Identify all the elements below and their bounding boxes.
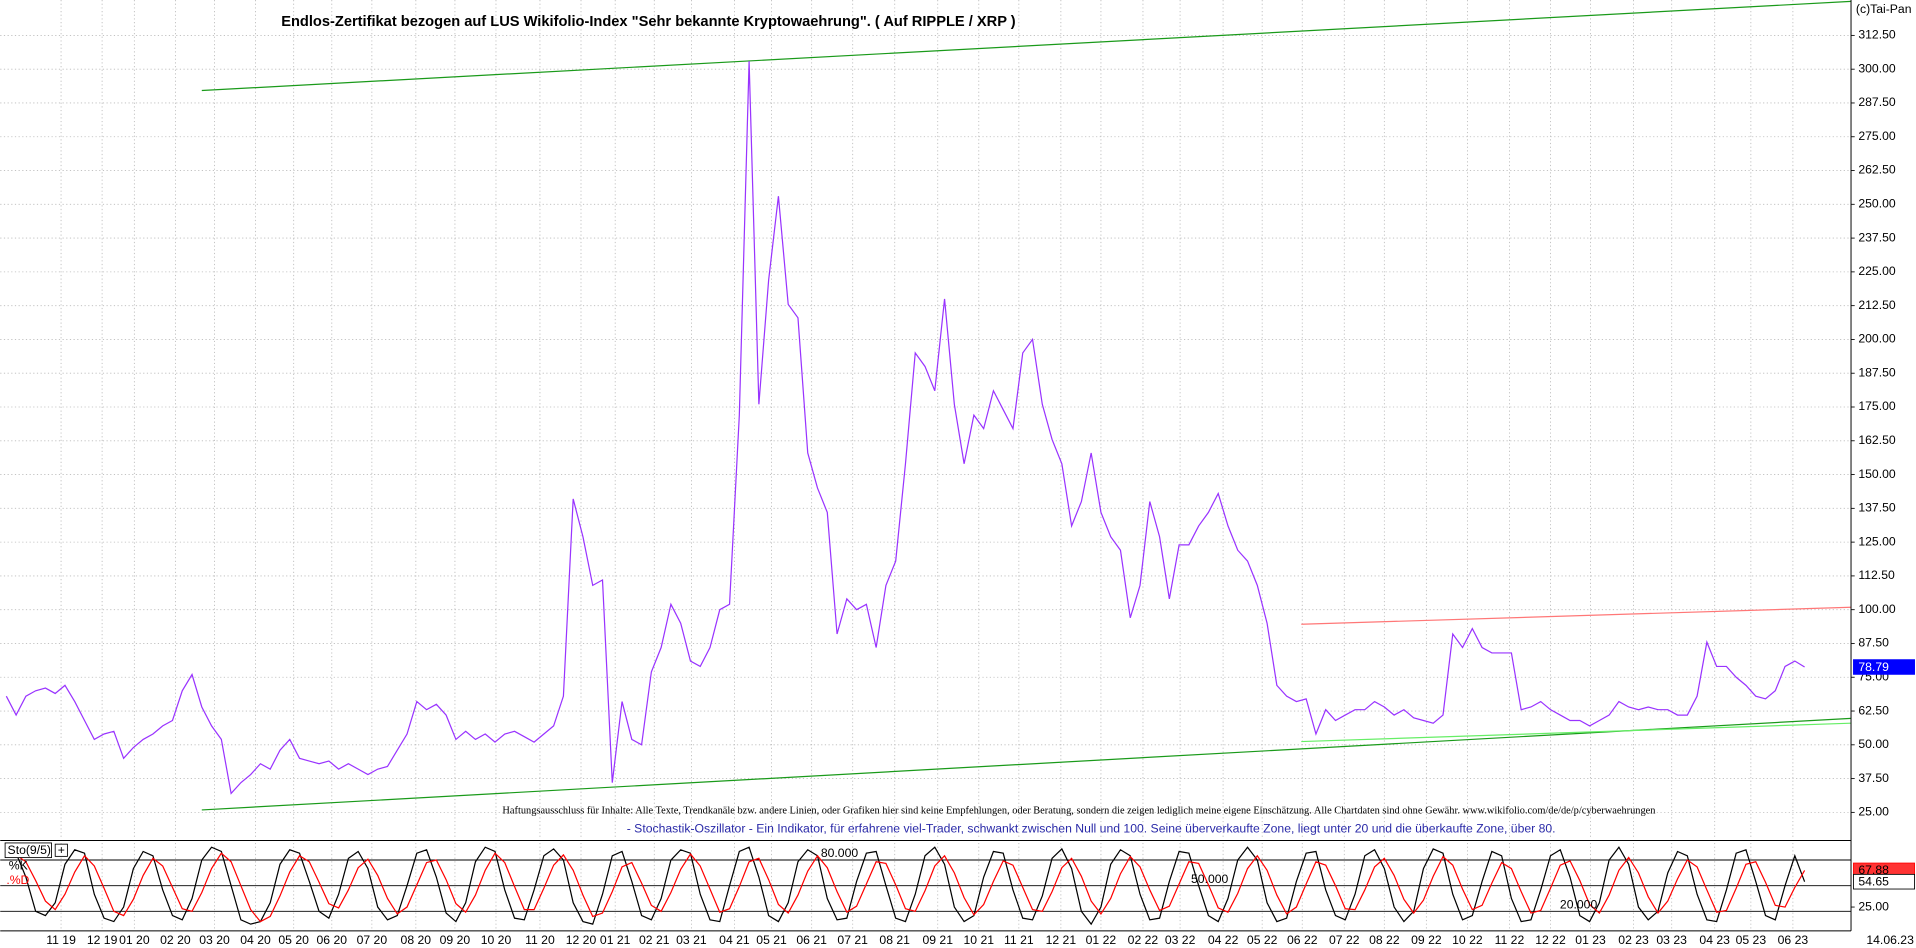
y-tick-label: 37.50: [1858, 771, 1889, 785]
x-tick-label: 11 20: [525, 933, 555, 947]
x-tick-label: 05 23: [1736, 933, 1767, 947]
series-line: [6, 846, 1806, 926]
y-tick-label: 225.00: [1858, 264, 1896, 278]
expand-icon[interactable]: +: [58, 843, 65, 857]
y-tick-label: 262.50: [1858, 163, 1896, 177]
x-tick-label: 07 21: [837, 933, 868, 947]
last-date: 14.06.23: [1866, 933, 1914, 947]
indicator-box: [4, 842, 52, 859]
expand-button[interactable]: [54, 843, 68, 857]
y-tick-label: 187.50: [1858, 365, 1896, 379]
plot: [5, 0, 1852, 926]
x-tick-label: 04 20: [240, 933, 271, 947]
x-tick-label: 09 22: [1411, 933, 1442, 947]
x-tick-label: 02 20: [160, 933, 191, 947]
value-box: [1853, 873, 1915, 890]
x-tick-label: 04 23: [1699, 933, 1730, 947]
x-tick-label: 03 20: [199, 933, 230, 947]
series-line: [6, 852, 1806, 923]
x-tick-label: 03 22: [1165, 933, 1196, 947]
y-tick-label: 112.50: [1858, 568, 1895, 582]
grid: [0, 0, 1852, 931]
x-tick-label: 06 22: [1287, 933, 1318, 947]
y-tick-label: 312.50: [1858, 28, 1896, 42]
y-tick-label: 125.00: [1858, 534, 1896, 548]
price-line: [5, 61, 1805, 795]
y-tick-label: 137.50: [1858, 501, 1896, 515]
x-tick-label: 02 21: [639, 933, 670, 947]
x-tick-label: 12 19: [87, 933, 118, 947]
note: - Stochastik-Oszillator - Ein Indikator,…: [627, 822, 1556, 836]
x-tick-label: 06 20: [317, 933, 348, 947]
x-tick-label: 09 21: [922, 933, 953, 947]
x-tick-label: 02 22: [1128, 933, 1159, 947]
y-tick-label: 25.00: [1858, 899, 1889, 913]
x-tick-label: 03 23: [1656, 933, 1687, 947]
x-tick-label: 07 22: [1329, 933, 1360, 947]
y-tick-label: 300.00: [1858, 61, 1896, 75]
value-label: 78.79: [1858, 660, 1889, 674]
x-tick-label: 05 20: [278, 933, 309, 947]
x-tick-label: 06 21: [796, 933, 827, 947]
y-tick-label: 62.50: [1858, 703, 1889, 717]
value-label: 67.88: [1858, 863, 1889, 877]
y-tick-label: 200.00: [1858, 332, 1896, 346]
x-tick-label: 01 20: [119, 933, 150, 947]
y-tick-label: 162.50: [1858, 433, 1896, 447]
x-tick-label: 03 21: [676, 933, 707, 947]
x-tick-label: 11 19: [46, 933, 76, 947]
trend-line: [1301, 606, 1852, 625]
x-tick-label: 11 22: [1495, 933, 1525, 947]
y-tick-label: 87.50: [1858, 636, 1889, 650]
y-tick-label: 275.00: [1858, 129, 1896, 143]
x-tick-label: 08 21: [879, 933, 910, 947]
x-tick-label: 10 22: [1452, 933, 1483, 947]
trend-line: [201, 717, 1852, 811]
y-tick-label: 25.00: [1858, 805, 1889, 819]
y-tick-label: 100.00: [1858, 602, 1896, 616]
x-tick-label: 01 22: [1086, 933, 1117, 947]
x-tick-label: 02 23: [1618, 933, 1649, 947]
legend-label: %K: [9, 858, 28, 872]
x-tick-label: 07 20: [357, 933, 388, 947]
y-tick-label: 50.00: [1858, 737, 1889, 751]
x-tick-label: 01 23: [1575, 933, 1606, 947]
value-box: [1853, 659, 1915, 675]
x-tick-label: 05 22: [1247, 933, 1278, 947]
x-tick-label: 04 22: [1208, 933, 1239, 947]
x-tick-label: 12 21: [1046, 933, 1077, 947]
x-tick-label: 10 21: [963, 933, 994, 947]
level-label: 20.000: [1560, 897, 1598, 911]
x-tick-label: 09 20: [440, 933, 471, 947]
disclaimer: Haftungsausschluss für Inhalte: Alle Tex…: [502, 806, 1656, 817]
x-tick-label: 05 21: [756, 933, 787, 947]
trend-line: [201, 0, 1852, 92]
level-label: 50.000: [1191, 872, 1229, 886]
y-tick-label: 175.00: [1858, 399, 1896, 413]
x-tick-label: 12 22: [1535, 933, 1566, 947]
legend-label: .%D: [6, 873, 29, 887]
x-tick-label: 10 20: [481, 933, 512, 947]
x-tick-label: 11 21: [1004, 933, 1034, 947]
y-tick-label: 250.00: [1858, 197, 1896, 211]
copyright: (c)Tai-Pan: [1856, 2, 1912, 16]
y-tick-label: 237.50: [1858, 230, 1896, 244]
x-tick-label: 04 21: [719, 933, 750, 947]
level-label: 80.000: [821, 846, 859, 860]
chart-title: Endlos-Zertifikat bezogen auf LUS Wikifo…: [281, 14, 1016, 30]
trend-line: [1301, 722, 1852, 743]
value-label: 54.65: [1858, 875, 1889, 889]
x-tick-label: 08 20: [401, 933, 432, 947]
x-tick-label: 06 23: [1778, 933, 1809, 947]
y-tick-label: 212.50: [1858, 298, 1896, 312]
y-tick-label: 150.00: [1858, 467, 1896, 481]
x-tick-label: 12 20: [566, 933, 597, 947]
indicator-title: Sto(9/5): [8, 843, 51, 857]
x-tick-label: 08 22: [1369, 933, 1400, 947]
y-tick-label: 287.50: [1858, 95, 1896, 109]
x-tick-label: 01 21: [600, 933, 631, 947]
